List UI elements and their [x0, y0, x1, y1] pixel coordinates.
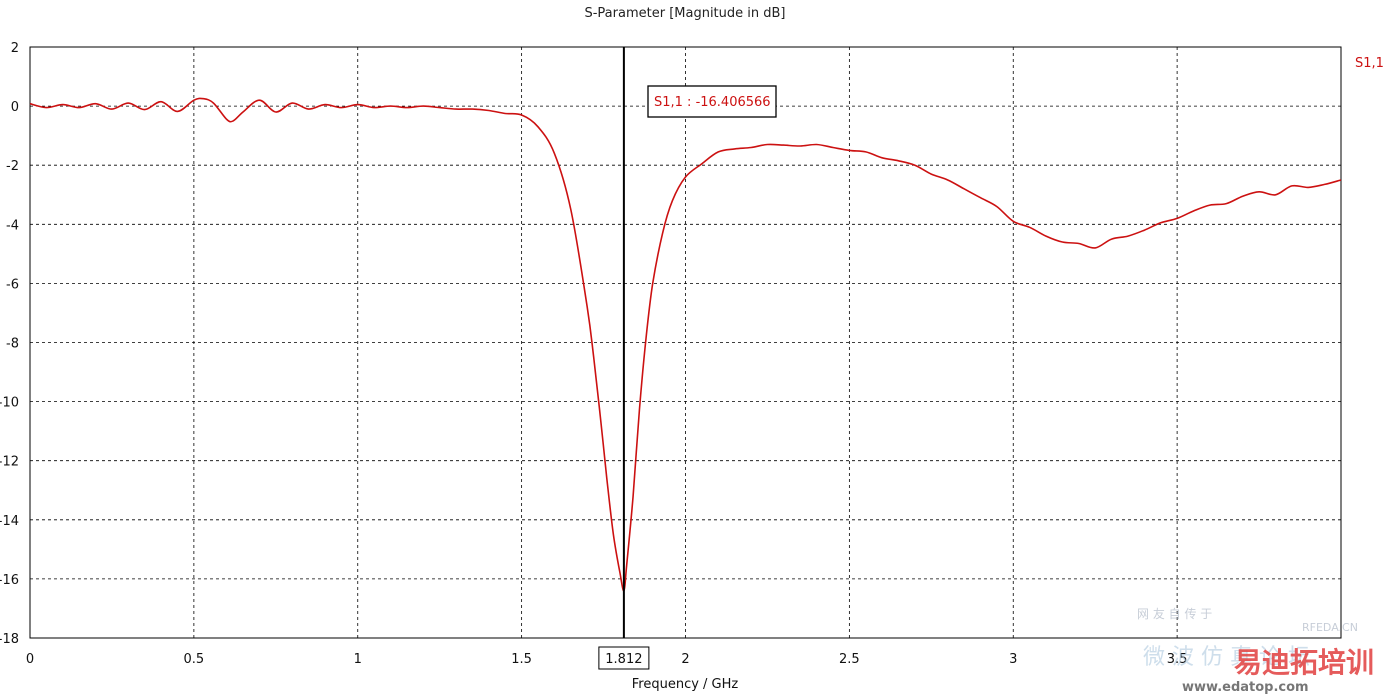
x-tick-label: 3.5	[1167, 652, 1188, 667]
y-tick-label: -6	[6, 277, 19, 292]
legend-item-s11[interactable]: S1,1	[1355, 56, 1384, 71]
x-tick-labels: 0 0.5 1 1.5 2 2.5 3 3.5	[26, 652, 1188, 667]
marker-x-label-box: 1.812	[598, 646, 650, 670]
watermark-url: www.edatop.com	[1182, 680, 1309, 695]
watermark-line-1: 网 友 自 传 于	[1137, 606, 1212, 621]
watermark-brand: 易迪拓培训	[1234, 646, 1374, 679]
y-tick-label: -16	[0, 573, 19, 588]
x-tick-label: 1.5	[511, 652, 532, 667]
x-axis-label: Frequency / GHz	[632, 677, 739, 692]
y-tick-label: -4	[6, 218, 19, 233]
y-tick-label: -8	[6, 337, 19, 352]
plot-frame	[29, 46, 1342, 639]
marker-readout: S1,1 : -16.406566	[654, 95, 771, 110]
marker-readout-box: S1,1 : -16.406566	[647, 85, 777, 118]
y-tick-label: 0	[11, 100, 19, 115]
x-tick-label: 3	[1009, 652, 1017, 667]
x-tick-label: 1	[354, 652, 362, 667]
watermark-line-2: 微 波 仿 真 论 坛	[1143, 645, 1310, 670]
watermark-site: RFEDA.CN	[1302, 621, 1358, 634]
x-tick-label: 2.5	[839, 652, 860, 667]
x-tick-label: 2	[681, 652, 689, 667]
x-tick-label: 0.5	[184, 652, 205, 667]
x-tick-label: 0	[26, 652, 34, 667]
watermark: 网 友 自 传 于 微 波 仿 真 论 坛 RFEDA.CN	[1137, 606, 1358, 670]
series-line-s11	[29, 97, 1342, 592]
y-tick-label: -10	[0, 396, 19, 411]
chart-title: S-Parameter [Magnitude in dB]	[584, 6, 785, 21]
y-tick-labels: 2 0 -2 -4 -6 -8 -10 -12 -14 -16 -18	[0, 41, 19, 647]
marker-x-label: 1.812	[605, 652, 642, 667]
y-tick-label: -2	[6, 159, 19, 174]
y-tick-label: -14	[0, 514, 19, 529]
grid-lines	[30, 47, 1341, 638]
y-tick-label: 2	[11, 41, 19, 56]
y-tick-label: -12	[0, 455, 19, 470]
y-tick-label: -18	[0, 632, 19, 647]
